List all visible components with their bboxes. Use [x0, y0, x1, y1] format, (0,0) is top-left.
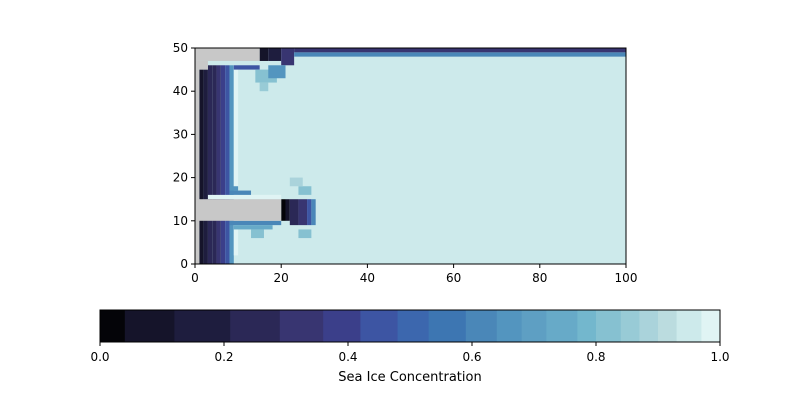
ice-cell: [294, 52, 626, 57]
colorbar-swatch: [230, 310, 281, 342]
y-tick-label: 10: [173, 214, 188, 228]
colorbar-swatch: [577, 310, 597, 342]
colorbar-tick-label: 0.4: [338, 350, 357, 364]
colorbar-swatch: [465, 310, 498, 342]
colorbar-tick-label: 0.0: [90, 350, 109, 364]
y-tick-label: 40: [173, 84, 188, 98]
y-axis-ticks: 0 10 20 30 40 50: [173, 41, 195, 271]
ice-cell: [229, 65, 234, 264]
ice-cell: [298, 229, 312, 239]
ice-cell: [229, 190, 252, 195]
y-tick-label: 50: [173, 41, 188, 55]
ice-cell: [207, 65, 213, 264]
ice-cell: [220, 65, 226, 264]
colorbar-tick-label: 0.8: [586, 350, 605, 364]
colorbar-swatch: [360, 310, 399, 342]
land-mask: [195, 199, 282, 221]
ice-cell: [298, 186, 312, 195]
colorbar-frame: [99, 309, 721, 343]
ice-cell: [233, 65, 260, 70]
colorbar-tick-label: 0.2: [214, 350, 233, 364]
colorbar-tick-label: 1.0: [710, 350, 729, 364]
x-tick-label: 100: [615, 271, 638, 285]
ice-cell: [268, 65, 286, 79]
ice-cell: [289, 199, 299, 226]
heatmap-axes: 0 20 40 60 80 100 0 10 20 30 40 50: [173, 41, 638, 285]
ice-cell: [212, 65, 217, 264]
colorbar-ticks: 0.0 0.2 0.4 0.6 0.8 1.0: [90, 342, 730, 364]
colorbar-swatch: [639, 310, 659, 342]
x-tick-label: 60: [446, 271, 461, 285]
x-tick-label: 20: [274, 271, 289, 285]
land-mask: [195, 69, 200, 264]
ice-cell: [268, 48, 282, 61]
ice-cell: [298, 199, 308, 226]
colorbar-swatches: [100, 310, 721, 342]
x-tick-label: 0: [191, 271, 199, 285]
land-mask: [195, 48, 260, 61]
heatmap-cells: [195, 48, 626, 264]
ice-cell: [216, 65, 221, 264]
ice-cell: [207, 194, 282, 200]
ice-cell: [251, 229, 264, 239]
colorbar-swatch: [100, 310, 126, 342]
y-tick-label: 30: [173, 127, 188, 141]
ice-cell: [233, 225, 273, 230]
ice-cell: [289, 177, 303, 187]
land-mask: [195, 60, 208, 70]
colorbar-swatch: [397, 310, 430, 342]
colorbar-swatch: [323, 310, 361, 342]
colorbar-swatch: [620, 310, 640, 342]
heatmap-frame: [194, 47, 627, 265]
y-tick-label: 0: [180, 257, 188, 271]
ice-cell: [285, 199, 290, 221]
colorbar-swatch: [658, 310, 678, 342]
colorbar: 0.0 0.2 0.4 0.6 0.8 1.0 Sea Ice Concentration: [90, 309, 730, 385]
ice-cell: [233, 65, 239, 256]
ice-cell: [281, 199, 286, 221]
ice-cell: [294, 48, 626, 53]
colorbar-swatch: [279, 310, 324, 342]
x-tick-label: 80: [532, 271, 547, 285]
colorbar-swatch: [428, 310, 467, 342]
ice-cell: [225, 65, 230, 264]
ice-cell: [229, 220, 282, 226]
x-axis-ticks: 0 20 40 60 80 100: [191, 264, 637, 285]
ice-cell: [307, 199, 312, 226]
ice-cell: [199, 69, 204, 264]
y-tick-label: 20: [173, 171, 188, 185]
colorbar-swatch: [496, 310, 523, 342]
ice-cell: [311, 199, 316, 226]
colorbar-label: Sea Ice Concentration: [338, 370, 481, 385]
ice-cell: [259, 82, 269, 92]
ice-cell: [203, 69, 208, 264]
colorbar-swatch: [174, 310, 231, 342]
colorbar-swatch: [546, 310, 578, 342]
ice-cell: [259, 48, 269, 61]
colorbar-swatch: [676, 310, 702, 342]
colorbar-swatch: [596, 310, 622, 342]
colorbar-swatch: [124, 310, 175, 342]
colorbar-tick-label: 0.6: [462, 350, 481, 364]
ice-cell: [229, 186, 239, 191]
colorbar-swatch: [701, 310, 721, 342]
x-tick-label: 40: [360, 271, 375, 285]
colorbar-swatch: [521, 310, 547, 342]
ice-cell: [281, 48, 295, 66]
